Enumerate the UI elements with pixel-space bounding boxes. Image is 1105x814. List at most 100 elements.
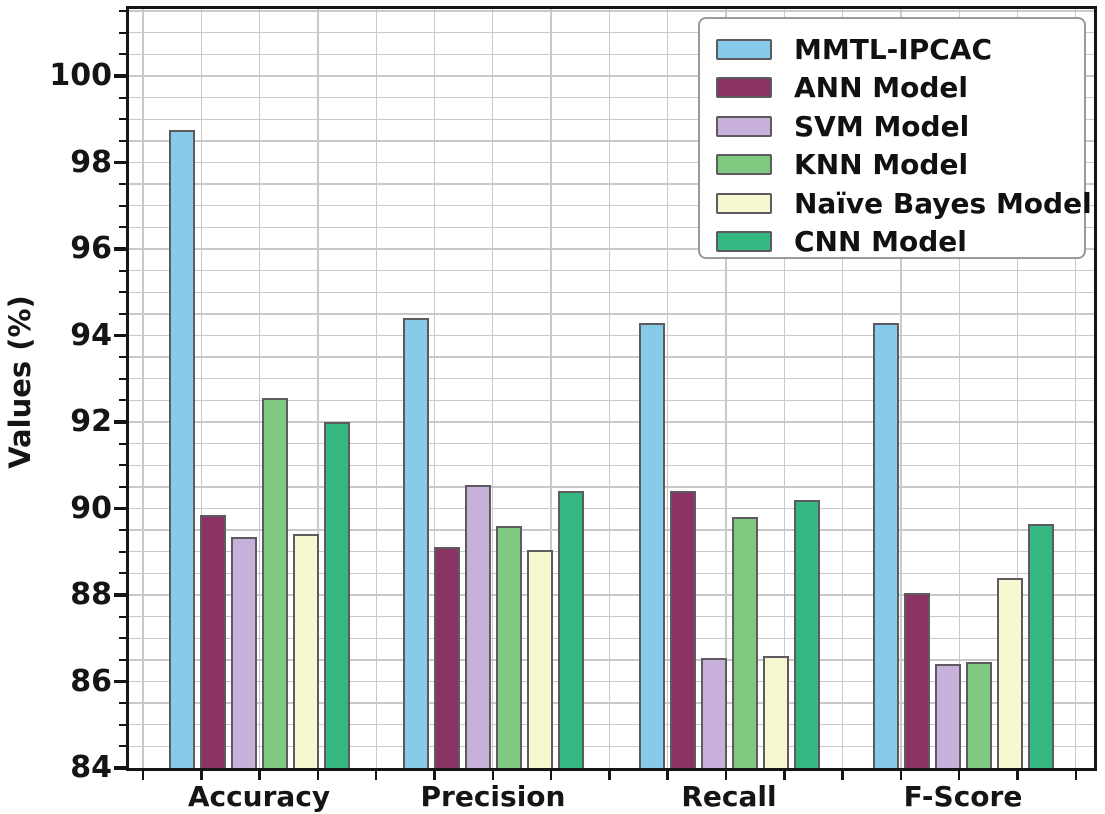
x-tick-mark xyxy=(608,771,611,780)
y-minor-tick-mark xyxy=(119,10,126,13)
legend-swatch xyxy=(716,77,772,99)
legend-label: KNN Model xyxy=(794,148,969,182)
v-gridline xyxy=(200,9,202,768)
h-gridline xyxy=(129,529,1094,531)
y-tick-mark xyxy=(114,333,126,338)
y-tick-label: 88 xyxy=(70,577,112,612)
v-gridline xyxy=(958,9,960,768)
h-gridline xyxy=(129,161,1094,164)
bar-knn-model-recall xyxy=(731,517,758,768)
legend-swatch xyxy=(716,231,772,253)
bar-ann-model-precision xyxy=(433,547,460,768)
h-gridline xyxy=(129,118,1094,120)
bar-na-ve-bayes-model-accuracy xyxy=(292,534,319,768)
x-tick-mark xyxy=(899,771,903,780)
h-gridline xyxy=(129,269,1094,272)
y-tick-mark xyxy=(114,593,126,597)
y-minor-tick-mark xyxy=(119,485,126,488)
v-gridline xyxy=(433,9,436,768)
h-gridline xyxy=(129,464,1094,466)
y-tick-label: 92 xyxy=(70,404,112,440)
h-gridline xyxy=(129,334,1094,337)
x-tick-label-f-score: F-Score xyxy=(903,780,1023,813)
h-gridline xyxy=(129,205,1094,207)
bar-svm-model-precision xyxy=(464,484,491,768)
bar-cnn-model-precision xyxy=(557,491,584,768)
y-minor-tick-mark xyxy=(119,399,126,402)
bar-na-ve-bayes-model-recall xyxy=(762,655,789,768)
y-minor-tick-mark xyxy=(119,312,126,315)
h-gridline xyxy=(129,75,1094,77)
y-minor-tick-mark xyxy=(119,226,126,229)
x-tick-label-precision: Precision xyxy=(420,780,566,813)
v-gridline xyxy=(783,9,785,768)
legend-box: MMTL-IPCAC ANN Model SVM Model KNN Model Naï… xyxy=(698,17,1092,262)
legend-label: ANN Model xyxy=(794,71,969,105)
v-gridline xyxy=(375,9,377,768)
x-tick-mark xyxy=(549,771,553,780)
v-gridline xyxy=(142,9,144,768)
y-tick-mark xyxy=(114,420,126,424)
h-gridline xyxy=(129,659,1094,661)
y-minor-tick-mark xyxy=(119,139,126,142)
h-gridline xyxy=(129,615,1094,618)
h-gridline xyxy=(129,637,1094,639)
legend-swatch xyxy=(716,38,772,60)
bar-ann-model-recall xyxy=(669,491,696,768)
v-gridline xyxy=(900,9,902,768)
h-gridline xyxy=(129,10,1094,12)
y-minor-tick-mark xyxy=(119,183,126,186)
legend-swatch xyxy=(716,154,772,176)
h-gridline xyxy=(129,32,1094,34)
h-gridline xyxy=(129,724,1094,726)
x-tick-mark xyxy=(724,771,728,780)
x-tick-mark xyxy=(841,771,844,780)
legend-item: CNN Model xyxy=(716,223,1084,262)
y-minor-tick-mark xyxy=(119,702,126,705)
h-gridline xyxy=(129,356,1094,358)
y-tick-mark xyxy=(114,506,126,511)
x-tick-mark xyxy=(1074,771,1078,780)
legend-item: ANN Model xyxy=(716,69,1084,108)
h-gridline xyxy=(129,291,1094,293)
y-tick-mark xyxy=(114,679,126,684)
y-tick-mark xyxy=(114,160,126,165)
h-gridline xyxy=(129,313,1094,315)
bar-ann-model-f-score xyxy=(903,592,930,768)
y-minor-tick-mark xyxy=(119,31,126,34)
x-tick-mark xyxy=(374,771,378,780)
y-minor-tick-mark xyxy=(119,658,126,661)
y-minor-tick-mark xyxy=(119,96,126,99)
bar-svm-model-f-score xyxy=(934,664,961,768)
bar-knn-model-f-score xyxy=(965,662,992,768)
bar-mmtl-ipcac-f-score xyxy=(872,322,899,768)
h-gridline xyxy=(129,507,1094,510)
legend-item: KNN Model xyxy=(716,146,1084,185)
x-tick-mark xyxy=(200,771,203,780)
y-minor-tick-mark xyxy=(119,204,126,207)
y-tick-label: 96 xyxy=(70,231,112,267)
v-gridline xyxy=(317,9,319,768)
y-minor-tick-mark xyxy=(119,118,126,121)
h-gridline xyxy=(129,680,1094,683)
bar-cnn-model-accuracy xyxy=(323,422,350,768)
legend-item: SVM Model xyxy=(716,107,1084,146)
legend-label: MMTL-IPCAC xyxy=(794,32,992,66)
y-minor-tick-mark xyxy=(119,464,126,467)
legend-label: CNN Model xyxy=(794,225,967,259)
y-minor-tick-mark xyxy=(119,723,126,726)
y-tick-mark xyxy=(114,74,126,78)
h-gridline xyxy=(129,96,1094,99)
y-minor-tick-mark xyxy=(119,572,126,575)
v-gridline xyxy=(667,9,669,768)
legend-swatch xyxy=(716,192,772,214)
h-gridline xyxy=(129,745,1094,748)
legend-item: Naïve Bayes Model xyxy=(716,184,1092,223)
bar-knn-model-precision xyxy=(495,525,522,768)
y-minor-tick-mark xyxy=(119,745,126,748)
x-tick-mark xyxy=(666,771,669,780)
h-gridline xyxy=(129,551,1094,553)
h-gridline xyxy=(129,399,1094,402)
y-minor-tick-mark xyxy=(119,356,126,359)
v-gridline xyxy=(1075,9,1077,768)
